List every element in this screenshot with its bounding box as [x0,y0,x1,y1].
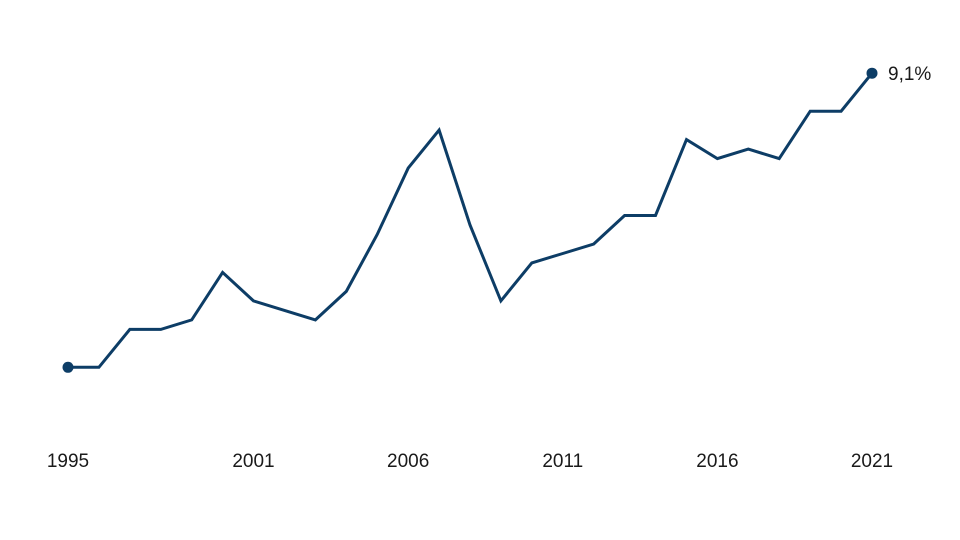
start-point-marker [62,361,74,373]
x-tick-label-2006: 2006 [387,451,429,472]
x-axis-ticks: 1995 2001 2006 2011 2016 2021 [47,451,893,472]
end-point-marker [866,67,878,79]
end-value-label: 9,1% [888,64,931,85]
marker-layer [62,67,878,373]
x-tick-label-2021: 2021 [851,451,893,472]
series-line [66,71,874,369]
x-tick-label-2016: 2016 [696,451,738,472]
series-layer [66,71,874,369]
x-tick-label-1995: 1995 [47,451,89,472]
x-tick-label-2001: 2001 [232,451,274,472]
x-tick-label-2011: 2011 [542,451,583,472]
